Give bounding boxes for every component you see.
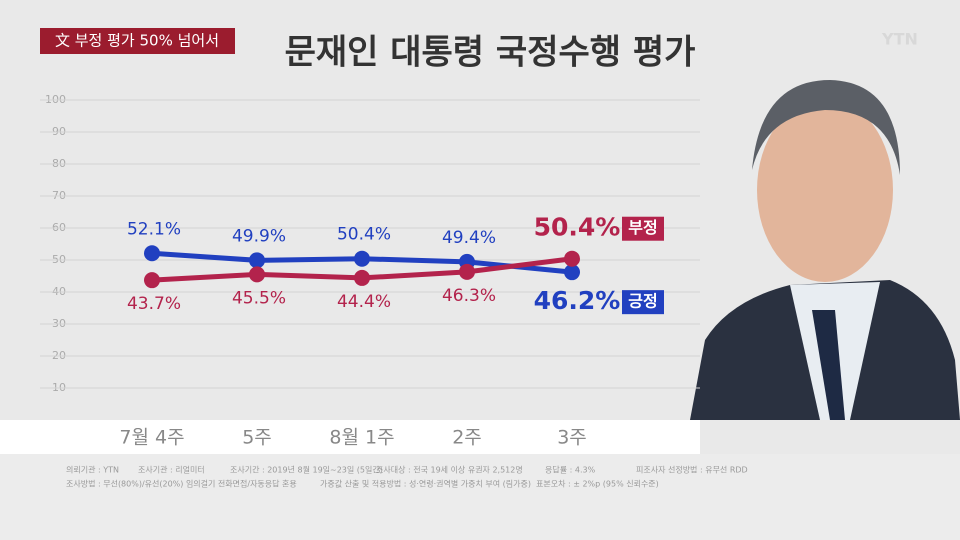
note: 표본오차 : ± 2%p (95% 신뢰수준) bbox=[536, 480, 659, 489]
value-label: 52.1% bbox=[127, 219, 181, 239]
point bbox=[144, 245, 160, 262]
note: 조사방법 : 무선(80%)/유선(20%) 임의걸기 전화면접/자동응답 혼용 bbox=[66, 479, 297, 489]
value-label: 45.5% bbox=[232, 288, 286, 308]
value-label: 49.4% bbox=[442, 228, 496, 248]
x-tick-label: 2주 bbox=[452, 427, 482, 449]
logo: YTN bbox=[881, 30, 918, 49]
point bbox=[249, 252, 265, 269]
note: 조사대상 : 전국 19세 이상 유권자 2,512명 bbox=[376, 465, 523, 475]
value-label: 43.7% bbox=[127, 294, 181, 314]
tag: 文 부정 평가 50% 넘어서 bbox=[55, 32, 219, 50]
value-label: 49.9% bbox=[232, 226, 286, 246]
tie bbox=[812, 310, 845, 420]
value-label: 46.3% bbox=[442, 286, 496, 306]
category-band bbox=[0, 420, 700, 454]
hair bbox=[752, 80, 900, 175]
note: 응답률 : 4.3% bbox=[545, 465, 596, 475]
legend-box bbox=[622, 216, 664, 241]
value-label: 50.4% bbox=[337, 225, 391, 245]
x-tick-label: 7월 4주 bbox=[119, 427, 184, 449]
note: 피조사자 선정방법 : 유무선 RDD bbox=[636, 465, 748, 475]
photo bbox=[690, 80, 960, 420]
chart-title: 문재인 대통령 국정수행 평가 bbox=[285, 33, 696, 73]
value-label: 44.4% bbox=[337, 292, 391, 312]
value-label: 46.2% bbox=[534, 286, 621, 315]
point bbox=[249, 266, 265, 283]
point bbox=[564, 264, 580, 281]
legend-box bbox=[622, 290, 664, 315]
note: 조사기관 : 리얼미터 bbox=[138, 465, 205, 475]
x-tick-label: 3주 bbox=[557, 427, 587, 449]
x-tick-label: 5주 bbox=[242, 427, 272, 449]
legend-label: 긍정 bbox=[628, 292, 657, 311]
note: 가중값 산출 및 적용방법 : 성·연령·권역별 가중치 부여 (림가중) bbox=[320, 479, 531, 489]
face bbox=[757, 98, 893, 282]
point bbox=[354, 250, 370, 267]
legend-label: 부정 bbox=[628, 218, 657, 237]
footer bbox=[0, 454, 960, 540]
x-tick-label: 8월 1주 bbox=[329, 427, 394, 449]
tag-box bbox=[40, 28, 235, 54]
point bbox=[564, 250, 580, 267]
value-label: 50.4% bbox=[534, 213, 621, 242]
note: 조사기간 : 2019년 8월 19일~23일 (5일간) bbox=[230, 465, 383, 475]
point bbox=[354, 269, 370, 286]
point bbox=[144, 272, 160, 289]
note: 의뢰기관 : YTN bbox=[66, 465, 119, 475]
point bbox=[459, 263, 475, 280]
